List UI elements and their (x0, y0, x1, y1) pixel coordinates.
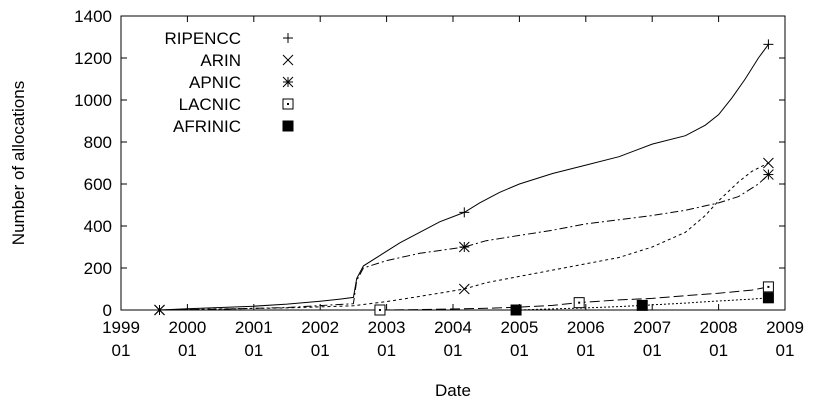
x-tick-label: 2001 (235, 318, 273, 337)
data-point-afrinic (762, 292, 774, 304)
y-axis: 0 200 400 600 800 1000 1200 1400 (74, 7, 785, 320)
legend-marker-lacnic (282, 98, 294, 110)
y-tick-label: 600 (84, 175, 112, 194)
x-tick-label-month: 01 (576, 341, 595, 360)
y-tick-label: 0 (103, 301, 112, 320)
series-line-lacnic (379, 286, 769, 311)
data-point-arin (458, 283, 470, 295)
data-point-apnic (154, 304, 165, 316)
series-layer (154, 39, 774, 316)
x-tick-label-month: 01 (776, 341, 795, 360)
x-tick-label-month: 01 (112, 341, 131, 360)
legend-label-ripencc: RIPENCC (164, 29, 241, 48)
x-tick-label: 2006 (567, 318, 605, 337)
legend-label-afrinic: AFRINIC (173, 117, 241, 136)
legend-marker-arin (282, 54, 294, 66)
x-tick-label-month: 01 (178, 341, 197, 360)
y-tick-label: 400 (84, 217, 112, 236)
x-tick-label-month: 01 (444, 341, 463, 360)
x-tick-label: 1999 (102, 318, 140, 337)
legend-label-apnic: APNIC (189, 73, 241, 92)
data-point-ripencc (763, 39, 774, 50)
legend-label-arin: ARIN (200, 51, 241, 70)
x-tick-label: 2009 (766, 318, 804, 337)
x-tick-label-month: 01 (377, 341, 396, 360)
data-point-lacnic (573, 297, 585, 309)
y-tick-label: 1200 (74, 49, 112, 68)
x-tick-label: 2008 (700, 318, 738, 337)
data-point-lacnic (762, 281, 774, 293)
x-tick-label: 2007 (633, 318, 671, 337)
x-axis: 1999 01 2000 01 2001 01 2002 01 2003 01 2004 01 2005… (102, 16, 804, 360)
y-tick-label: 1000 (74, 91, 112, 110)
legend-label-lacnic: LACNIC (179, 95, 241, 114)
data-point-afrinic (510, 304, 522, 316)
data-point-arin (763, 157, 774, 169)
x-tick-label: 2003 (368, 318, 406, 337)
legend-marker-ripencc (283, 33, 293, 43)
x-tick-label: 2002 (301, 318, 339, 337)
series-line-apnic (159, 174, 769, 311)
x-tick-label: 2000 (168, 318, 206, 337)
y-tick-label: 800 (84, 133, 112, 152)
x-axis-label: Date (435, 381, 471, 400)
y-axis-label: Number of allocations (9, 81, 28, 245)
y-tick-label: 200 (84, 259, 112, 278)
data-point-lacnic (374, 304, 386, 316)
legend: RIPENCC ARIN APNIC LACNIC AFRINIC (164, 29, 294, 136)
data-point-afrinic (636, 299, 648, 311)
data-point-apnic (763, 169, 774, 180)
x-tick-label-month: 01 (709, 341, 728, 360)
x-tick-label-month: 01 (510, 341, 529, 360)
x-tick-label: 2005 (500, 318, 538, 337)
series-line-arin (159, 162, 769, 311)
data-point-ripencc (459, 207, 470, 218)
legend-marker-apnic (282, 76, 294, 88)
legend-marker-afrinic (282, 120, 294, 132)
x-tick-label-month: 01 (244, 341, 263, 360)
y-tick-label: 1400 (74, 7, 112, 26)
x-tick-label-month: 01 (643, 341, 662, 360)
x-tick-label-month: 01 (311, 341, 330, 360)
series-line-ripencc (159, 44, 769, 311)
x-tick-label: 2004 (434, 318, 472, 337)
data-point-apnic (458, 241, 470, 253)
series-line-afrinic (516, 297, 769, 311)
